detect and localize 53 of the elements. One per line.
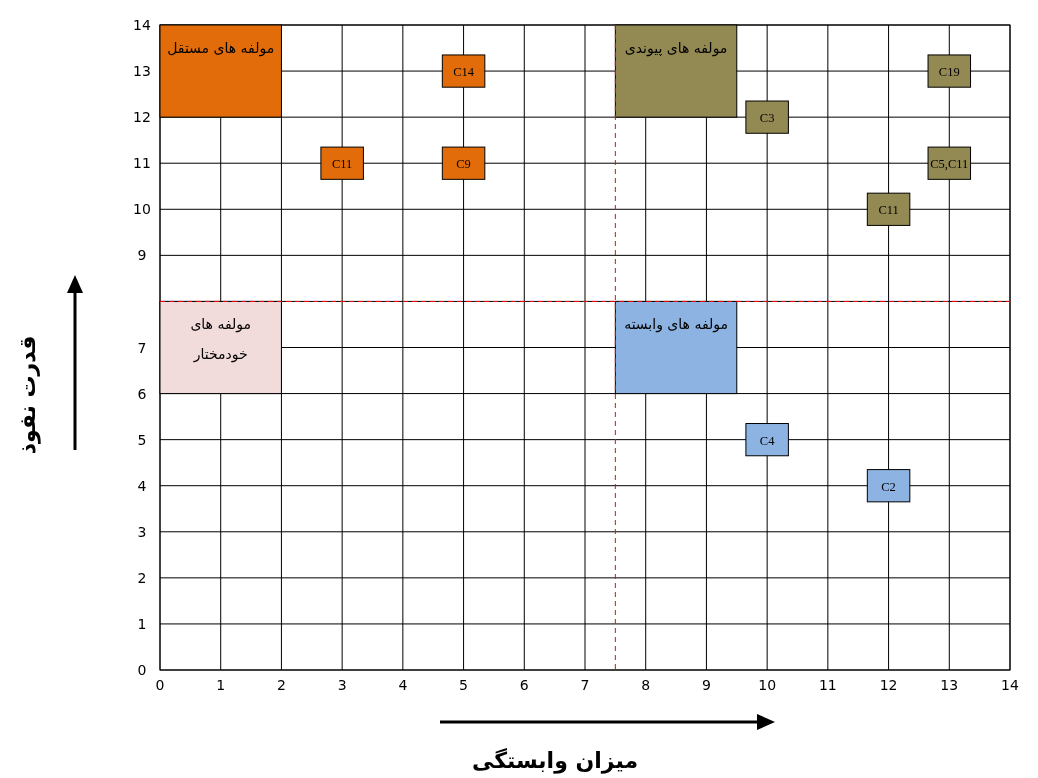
y-tick-label: 6 bbox=[137, 385, 147, 402]
x-tick-label: 9 bbox=[701, 677, 711, 693]
y-tick-label: 12 bbox=[133, 109, 151, 126]
x-tick-label: 3 bbox=[337, 677, 347, 693]
annotation: مولفه های وابسته bbox=[623, 315, 729, 335]
y-tick-label: 10 bbox=[133, 201, 151, 218]
point bbox=[745, 100, 789, 134]
x-tick-label: 13 bbox=[940, 677, 959, 693]
data-label: C14 bbox=[453, 65, 475, 80]
data-label: C2 bbox=[881, 479, 896, 494]
y-tick-label: 13 bbox=[133, 63, 151, 80]
y-tick-label: 5 bbox=[137, 431, 147, 448]
x-tick-label: 8 bbox=[641, 677, 651, 693]
y-axis-title: قدرت نفوذ bbox=[15, 335, 41, 455]
data-label: C11 bbox=[331, 157, 353, 172]
x-tick-label: 11 bbox=[818, 677, 837, 693]
x-tick-label: 1 bbox=[216, 677, 226, 693]
data-label: C19 bbox=[938, 65, 960, 80]
point bbox=[441, 146, 486, 180]
point bbox=[866, 469, 911, 503]
data-label: C3 bbox=[759, 111, 775, 126]
x-tick-label: 5 bbox=[459, 677, 469, 693]
y-tick-label: 14 bbox=[133, 17, 151, 33]
x-tick-label: 10 bbox=[758, 677, 777, 693]
annotation: مولفه های خودمختار bbox=[189, 315, 253, 365]
y-tick-label: 3 bbox=[137, 523, 147, 540]
data-label: C11 bbox=[878, 203, 899, 218]
annotation: مولفه های پیوندی bbox=[623, 39, 729, 59]
data-label: C4 bbox=[759, 433, 776, 448]
y-tick-label: 4 bbox=[137, 477, 147, 494]
data-label: C9 bbox=[456, 157, 471, 172]
x-axis-title: میزان وابستگی bbox=[471, 747, 639, 774]
data-label: C5,C11 bbox=[930, 157, 969, 172]
x-tick-label: 2 bbox=[276, 677, 286, 693]
x-tick-label: 4 bbox=[398, 677, 408, 693]
y-tick-label: 1 bbox=[137, 615, 147, 632]
x-tick-label: 6 bbox=[519, 677, 529, 693]
annotation: مولفه های خودمختار bbox=[159, 300, 282, 395]
point bbox=[866, 192, 911, 226]
annotation: مولفه های مستقل bbox=[166, 39, 276, 59]
x-tick-label: 0 bbox=[155, 677, 165, 693]
y-tick-label: 9 bbox=[137, 247, 147, 264]
x-tick-label: 12 bbox=[879, 677, 898, 693]
annotation: مولفه های وابسته bbox=[614, 300, 738, 395]
point bbox=[745, 423, 789, 457]
annotation: مولفه های پیوندی bbox=[614, 24, 738, 118]
annotation: مولفه های مستقل bbox=[159, 24, 282, 118]
y-tick-label: 7 bbox=[137, 339, 147, 356]
x-tick-label: 14 bbox=[1001, 677, 1019, 693]
x-tick-label: 7 bbox=[580, 677, 590, 693]
y-tick-label: 0 bbox=[137, 662, 147, 678]
y-tick-label: 11 bbox=[133, 155, 151, 172]
y-tick-label: 2 bbox=[137, 569, 147, 586]
